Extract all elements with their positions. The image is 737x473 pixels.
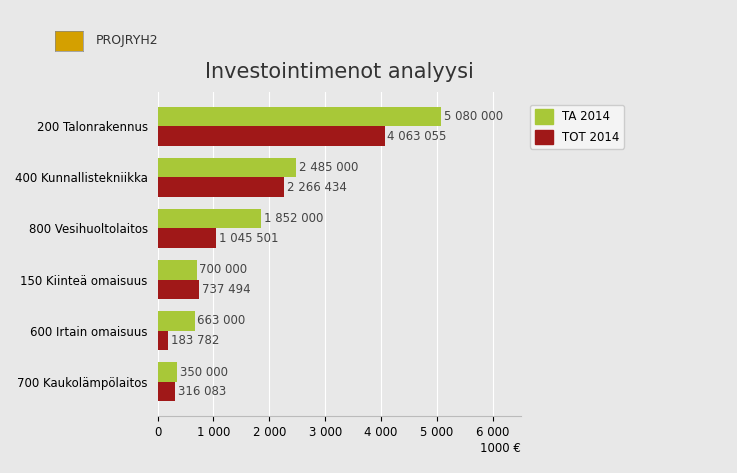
Text: 1 045 501: 1 045 501 [219,232,279,245]
Bar [158,362,177,382]
Bar [158,311,195,331]
Text: 5 080 000: 5 080 000 [444,110,503,123]
Bar [158,331,168,350]
Bar [158,177,284,197]
Text: 737 494: 737 494 [202,283,250,296]
Text: 663 000: 663 000 [198,315,245,327]
Bar [158,280,199,299]
Bar [158,382,175,401]
Bar [158,107,441,126]
Bar [158,158,296,177]
X-axis label: 1000 €: 1000 € [480,442,520,455]
Text: 316 083: 316 083 [178,385,226,398]
Text: 2 485 000: 2 485 000 [299,161,358,174]
Text: 2 266 434: 2 266 434 [287,181,347,193]
Title: Investointimenot analyysi: Investointimenot analyysi [205,62,474,82]
Text: 350 000: 350 000 [180,366,228,378]
Text: 700 000: 700 000 [200,263,248,276]
Text: PROJRYH2: PROJRYH2 [96,34,158,47]
Legend: TA 2014, TOT 2014: TA 2014, TOT 2014 [530,105,624,149]
Bar [158,126,385,146]
Bar [158,209,261,228]
Text: 4 063 055: 4 063 055 [388,130,447,142]
Bar [158,260,197,280]
Text: 1 852 000: 1 852 000 [264,212,324,225]
Bar [158,228,216,248]
Text: 183 782: 183 782 [171,334,219,347]
